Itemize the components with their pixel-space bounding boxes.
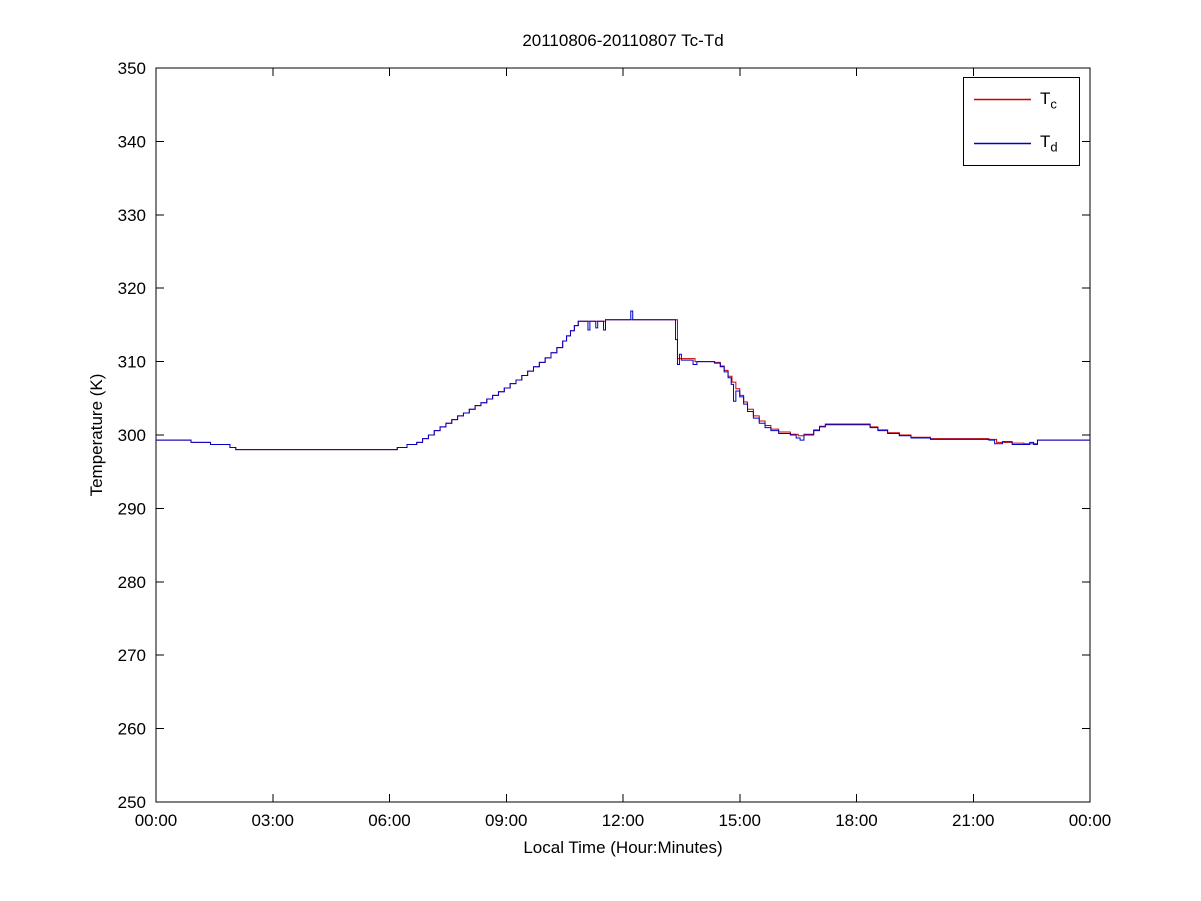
- y-tick-label: 280: [118, 573, 146, 592]
- y-tick-label: 310: [118, 353, 146, 372]
- y-tick-label: 270: [118, 646, 146, 665]
- legend-entry-td: Td: [964, 123, 1079, 163]
- y-tick-label: 260: [118, 720, 146, 739]
- x-tick-label: 12:00: [602, 811, 645, 830]
- legend: Tc Td: [963, 77, 1080, 166]
- y-tick-label: 290: [118, 499, 146, 518]
- x-tick-label: 03:00: [251, 811, 294, 830]
- x-tick-label: 18:00: [835, 811, 878, 830]
- tc-line: [156, 319, 1090, 451]
- y-tick-label: 330: [118, 206, 146, 225]
- chart-title: 20110806-20110807 Tc-Td: [522, 31, 724, 50]
- x-tick-label: 15:00: [718, 811, 761, 830]
- td-legend-line: [974, 142, 1031, 144]
- y-tick-label: 340: [118, 132, 146, 151]
- td-legend-label: Td: [1040, 132, 1058, 155]
- td-line: [156, 310, 1090, 451]
- x-tick-label: 06:00: [368, 811, 411, 830]
- x-tick-label: 21:00: [952, 811, 995, 830]
- y-tick-label: 300: [118, 426, 146, 445]
- x-tick-label: 09:00: [485, 811, 528, 830]
- plot-border: [155, 67, 1091, 803]
- y-tick-label: 250: [118, 793, 146, 812]
- x-tick-label: 00:00: [1069, 811, 1112, 830]
- y-tick-label: 350: [118, 59, 146, 78]
- tc-legend-line: [974, 99, 1031, 101]
- y-axis-label: Temperature (K): [87, 373, 106, 497]
- x-axis-label: Local Time (Hour:Minutes): [523, 838, 723, 857]
- tc-legend-label: Tc: [1040, 88, 1057, 111]
- y-tick-label: 320: [118, 279, 146, 298]
- legend-entry-tc: Tc: [964, 80, 1079, 120]
- x-tick-label: 00:00: [135, 811, 178, 830]
